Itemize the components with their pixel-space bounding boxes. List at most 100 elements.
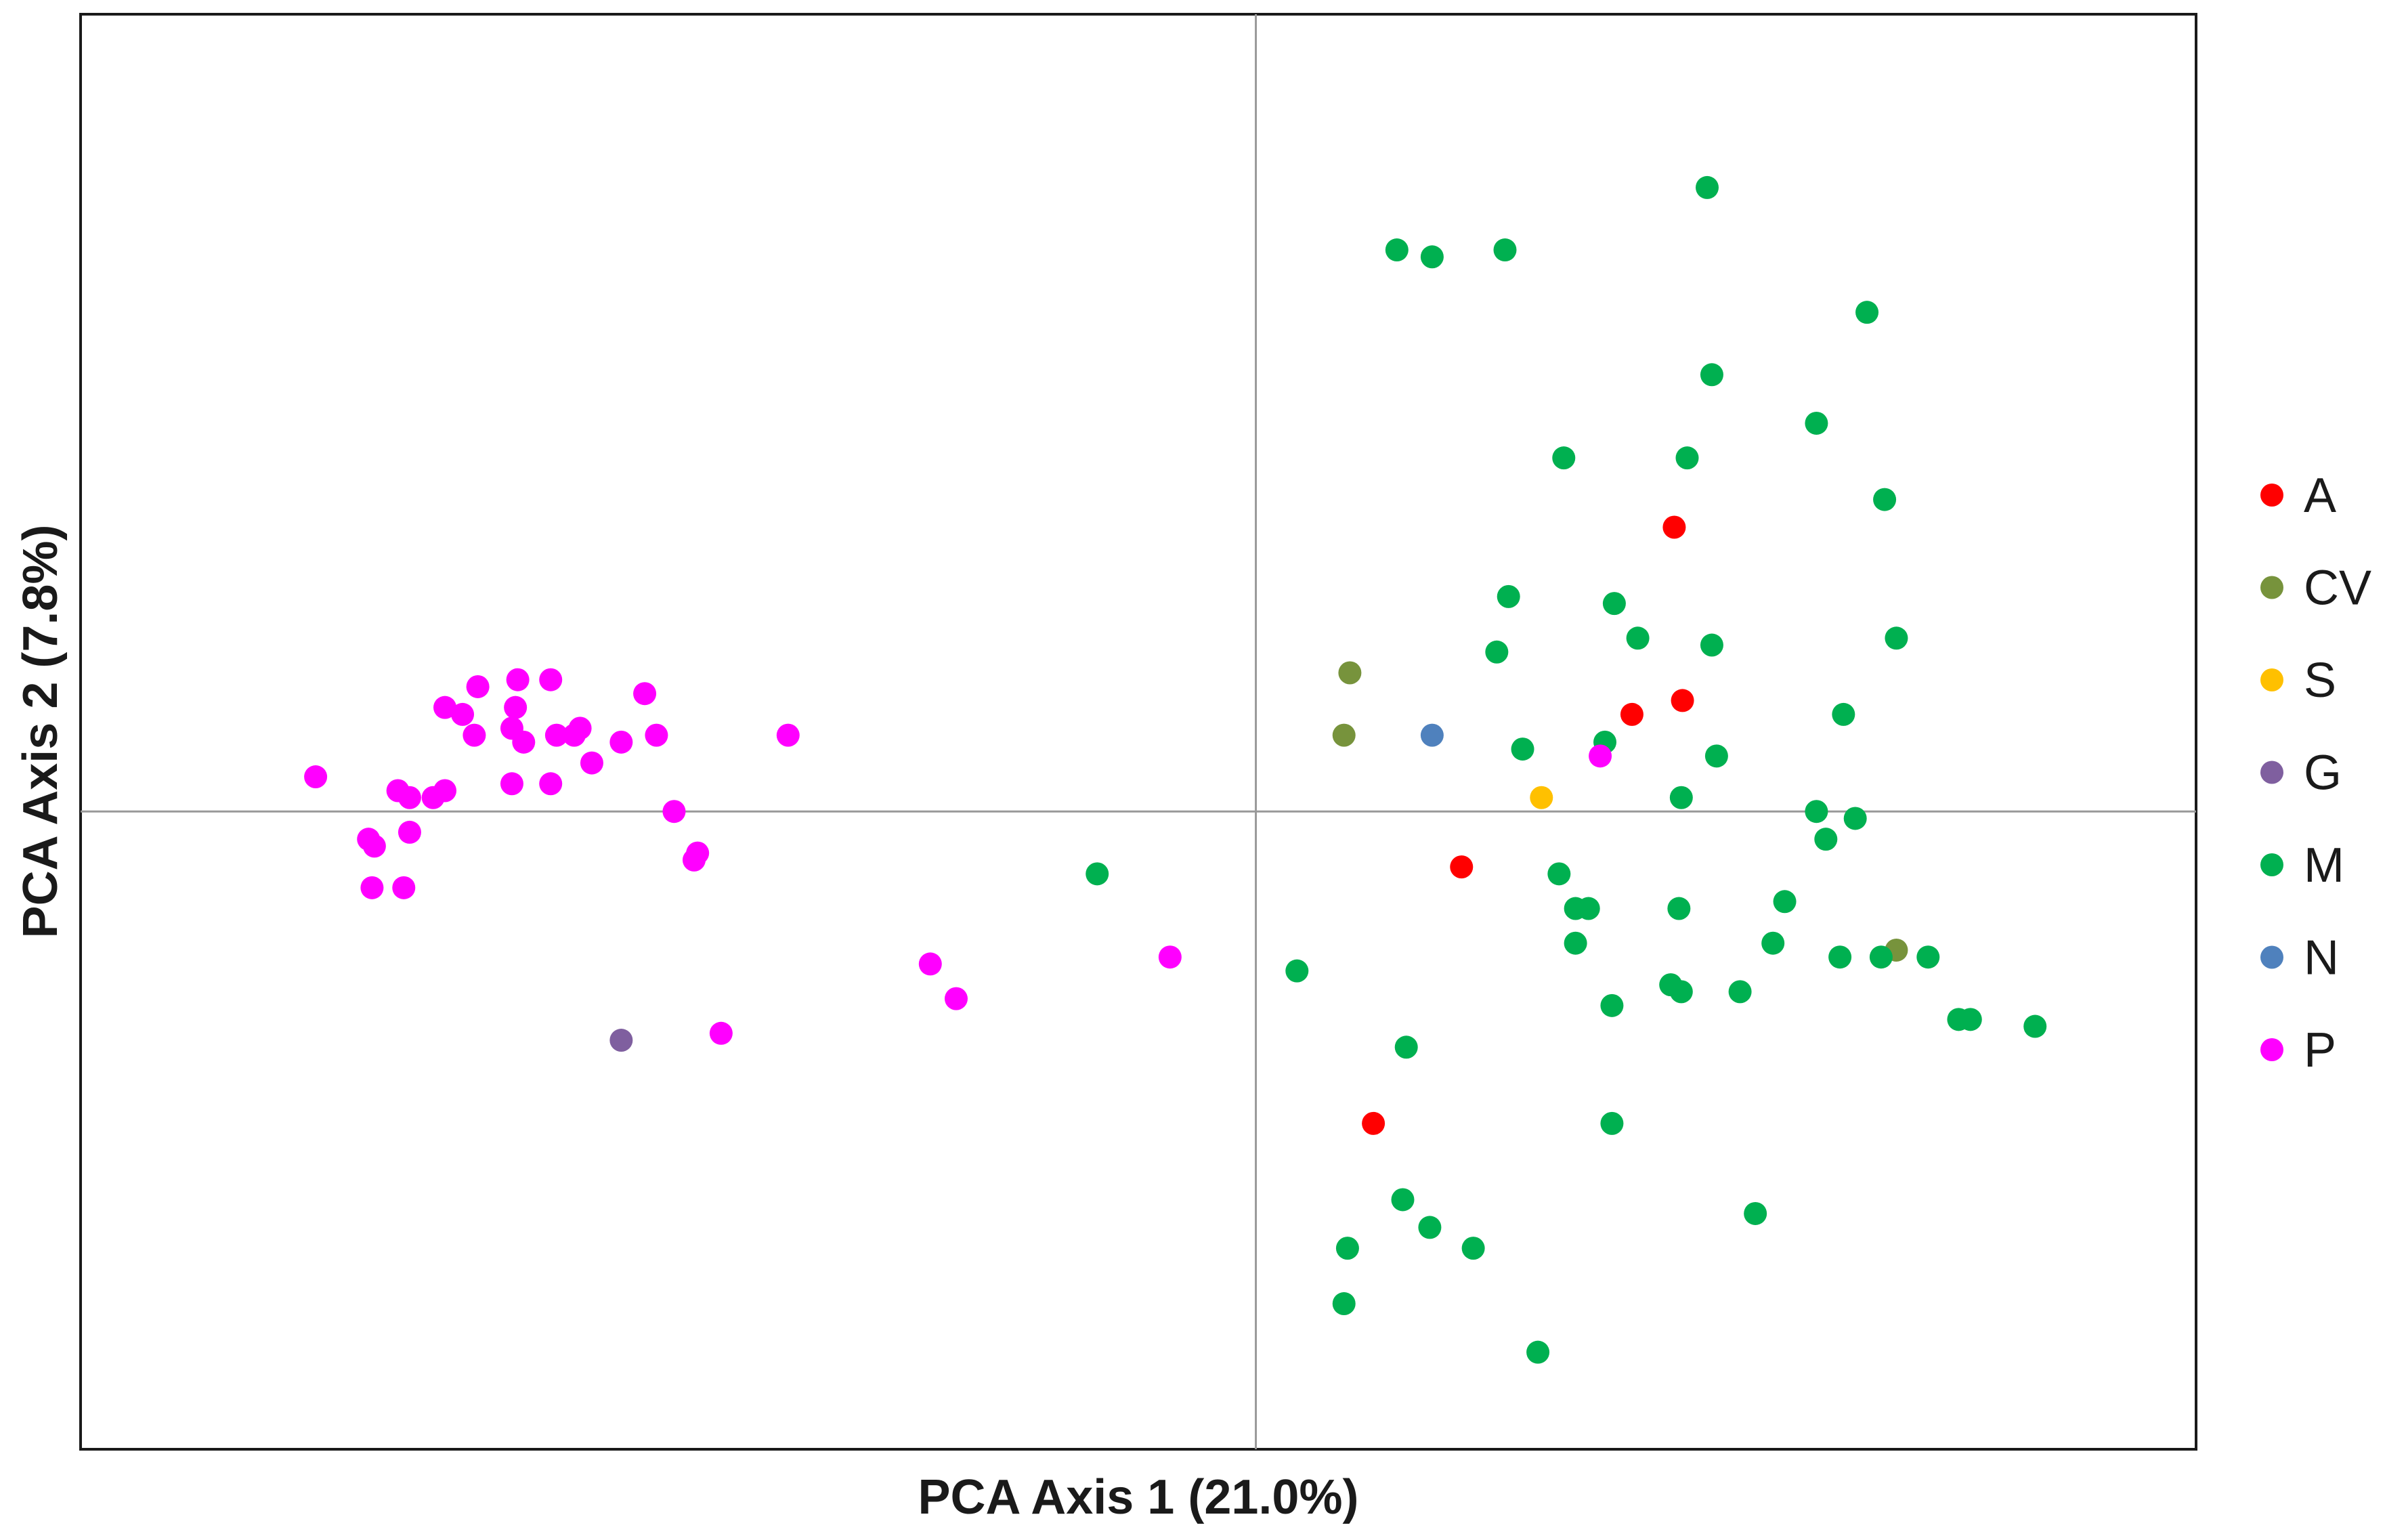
data-point-m	[1669, 786, 1693, 809]
data-point-p	[633, 682, 657, 706]
data-point-m	[1335, 1237, 1359, 1260]
data-point-p	[539, 772, 563, 796]
data-point-p	[1589, 744, 1612, 768]
data-point-p	[776, 723, 800, 747]
data-point-m	[1805, 411, 1828, 435]
data-point-p	[304, 765, 328, 789]
data-point-m	[1704, 744, 1728, 768]
data-point-p	[944, 987, 968, 1010]
data-point-m	[1493, 238, 1517, 262]
data-point-m	[1086, 862, 1109, 886]
data-point-m	[1869, 945, 1893, 969]
data-point-m	[1885, 626, 1908, 650]
data-point-m	[1873, 488, 1897, 511]
data-point-m	[1285, 959, 1309, 983]
data-point-m	[1547, 862, 1571, 886]
data-point-p	[918, 952, 942, 976]
data-point-p	[1158, 945, 1182, 969]
legend-item-s: S	[2260, 654, 2336, 708]
data-point-p	[662, 800, 686, 824]
data-point-p	[398, 820, 421, 844]
data-point-m	[1394, 1035, 1418, 1059]
data-point-m	[1696, 175, 1719, 199]
data-point-p	[682, 848, 706, 872]
data-point-m	[1420, 245, 1444, 269]
data-point-m	[1773, 890, 1797, 914]
data-point-p	[433, 696, 457, 719]
data-point-m	[1332, 1292, 1356, 1316]
legend-marker	[2260, 1038, 2283, 1061]
data-point-m	[1485, 640, 1509, 664]
legend-marker	[2260, 945, 2283, 969]
legend-item-a: A	[2260, 469, 2336, 523]
data-point-m	[1805, 800, 1828, 824]
data-point-m	[2023, 1014, 2047, 1038]
data-point-m	[1843, 807, 1867, 830]
data-point-p	[386, 779, 410, 803]
legend-label: P	[2304, 1023, 2336, 1077]
legend-marker	[2260, 668, 2283, 691]
legend-label: A	[2304, 469, 2336, 523]
legend-label: G	[2304, 746, 2342, 800]
data-point-p	[645, 723, 668, 747]
data-point-m	[1814, 828, 1838, 851]
data-point-m	[1700, 363, 1723, 387]
plot-area-frame	[79, 13, 2197, 1451]
data-point-p	[362, 834, 386, 858]
legend-label: S	[2304, 654, 2336, 708]
legend-marker	[2260, 484, 2283, 507]
data-point-m	[1855, 301, 1879, 324]
data-point-m	[1576, 897, 1600, 920]
data-point-p	[568, 716, 592, 740]
data-point-p	[466, 675, 490, 698]
data-point-s	[1530, 786, 1553, 809]
data-point-m	[1552, 446, 1576, 470]
data-point-m	[1602, 592, 1626, 616]
legend-marker	[2260, 576, 2283, 599]
data-point-m	[1418, 1216, 1442, 1239]
data-point-a	[1671, 689, 1694, 712]
x-axis-title: PCA Axis 1 (21.0%)	[918, 1470, 1359, 1524]
data-point-g	[609, 1029, 633, 1052]
data-point-m	[1832, 702, 1855, 726]
legend-item-p: P	[2260, 1023, 2336, 1077]
data-point-a	[1362, 1111, 1385, 1135]
data-point-p	[580, 751, 603, 775]
legend-item-g: G	[2260, 746, 2342, 800]
data-point-m	[1511, 737, 1534, 761]
y-axis-title: PCA Axis 2 (7.8%)	[14, 525, 68, 939]
legend-item-cv: CV	[2260, 561, 2371, 616]
data-point-m	[1667, 897, 1691, 920]
legend-label: CV	[2304, 561, 2371, 616]
data-point-m	[1916, 945, 1940, 969]
legend-item-m: M	[2260, 838, 2344, 893]
legend-item-n: N	[2260, 931, 2339, 985]
data-point-m	[1526, 1340, 1550, 1364]
legend-marker	[2260, 853, 2283, 876]
data-point-p	[451, 702, 475, 726]
data-point-p	[512, 730, 536, 754]
data-point-m	[1497, 584, 1520, 608]
data-point-m	[1761, 931, 1785, 955]
data-point-p	[506, 668, 530, 691]
legend-label: M	[2304, 838, 2344, 893]
data-point-cv	[1332, 723, 1356, 747]
data-point-n	[1420, 723, 1444, 747]
data-point-cv	[1338, 661, 1362, 685]
data-point-p	[421, 786, 445, 809]
data-point-m	[1675, 446, 1699, 470]
data-point-m	[1600, 993, 1624, 1017]
data-point-m	[1385, 238, 1409, 262]
data-point-m	[1564, 931, 1587, 955]
data-point-a	[1450, 855, 1474, 879]
data-point-p	[360, 876, 384, 899]
data-point-m	[1391, 1188, 1415, 1212]
legend-label: N	[2304, 931, 2339, 985]
data-point-m	[1744, 1201, 1767, 1225]
data-point-m	[1669, 980, 1693, 1004]
data-point-m	[1626, 626, 1650, 650]
data-point-m	[1600, 1111, 1624, 1135]
data-point-p	[709, 1021, 733, 1045]
